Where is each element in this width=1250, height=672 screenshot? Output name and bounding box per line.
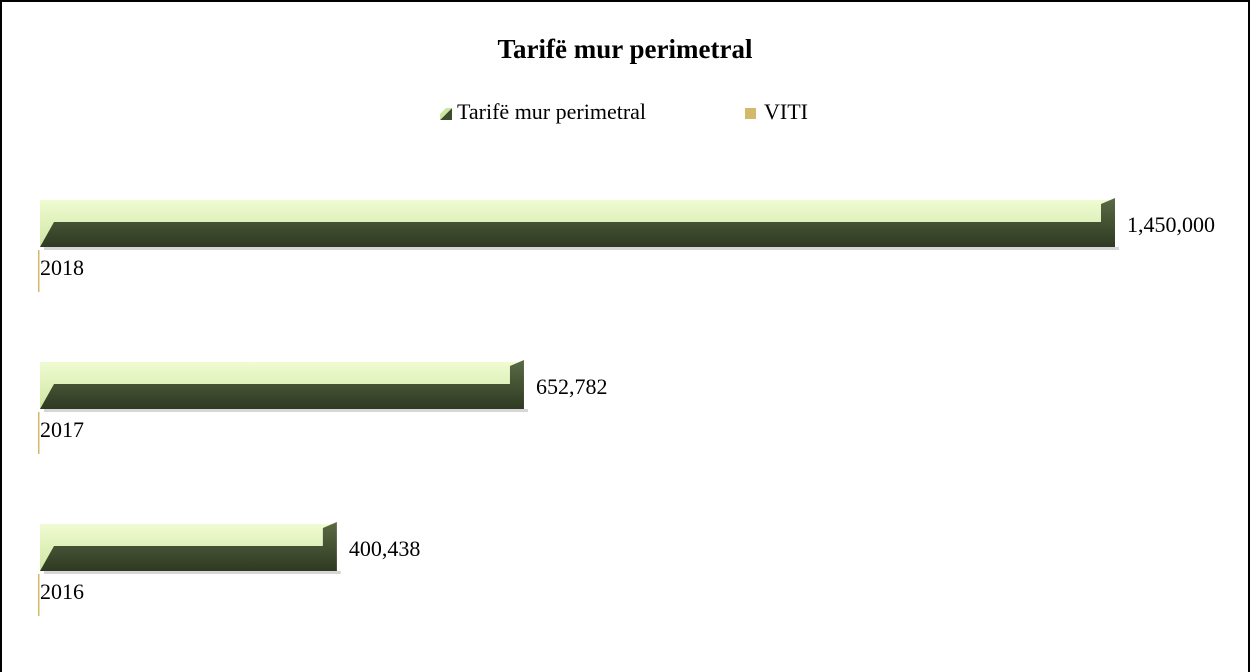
- bar-group: 652,782 2017: [38, 360, 607, 454]
- bar-bevel: [40, 522, 337, 571]
- bar: [38, 574, 40, 616]
- bar: [38, 412, 40, 454]
- bar: [38, 250, 40, 292]
- bar-bevel: [40, 198, 1115, 247]
- legend: Tarifë mur perimetral VITI: [440, 99, 808, 124]
- data-label: 2017: [40, 417, 84, 442]
- legend-label: Tarifë mur perimetral: [457, 99, 646, 124]
- data-label: 2016: [40, 579, 84, 604]
- data-label: 2018: [40, 255, 84, 280]
- legend-label: VITI: [764, 99, 808, 124]
- data-label: 652,782: [536, 374, 608, 399]
- chart-title: Tarifë mur perimetral: [498, 34, 753, 64]
- bar-shadow: [44, 571, 341, 574]
- legend-marker: [745, 108, 756, 119]
- bar-group: 1,450,000 2018: [38, 198, 1215, 292]
- bar-shadow: [44, 409, 528, 412]
- bar-group: 400,438 2016: [38, 522, 420, 616]
- data-label: 400,438: [349, 536, 421, 561]
- bar-shadow: [44, 247, 1119, 250]
- data-label: 1,450,000: [1127, 212, 1215, 237]
- bar-bevel: [40, 360, 524, 409]
- legend-marker-light: [440, 108, 452, 120]
